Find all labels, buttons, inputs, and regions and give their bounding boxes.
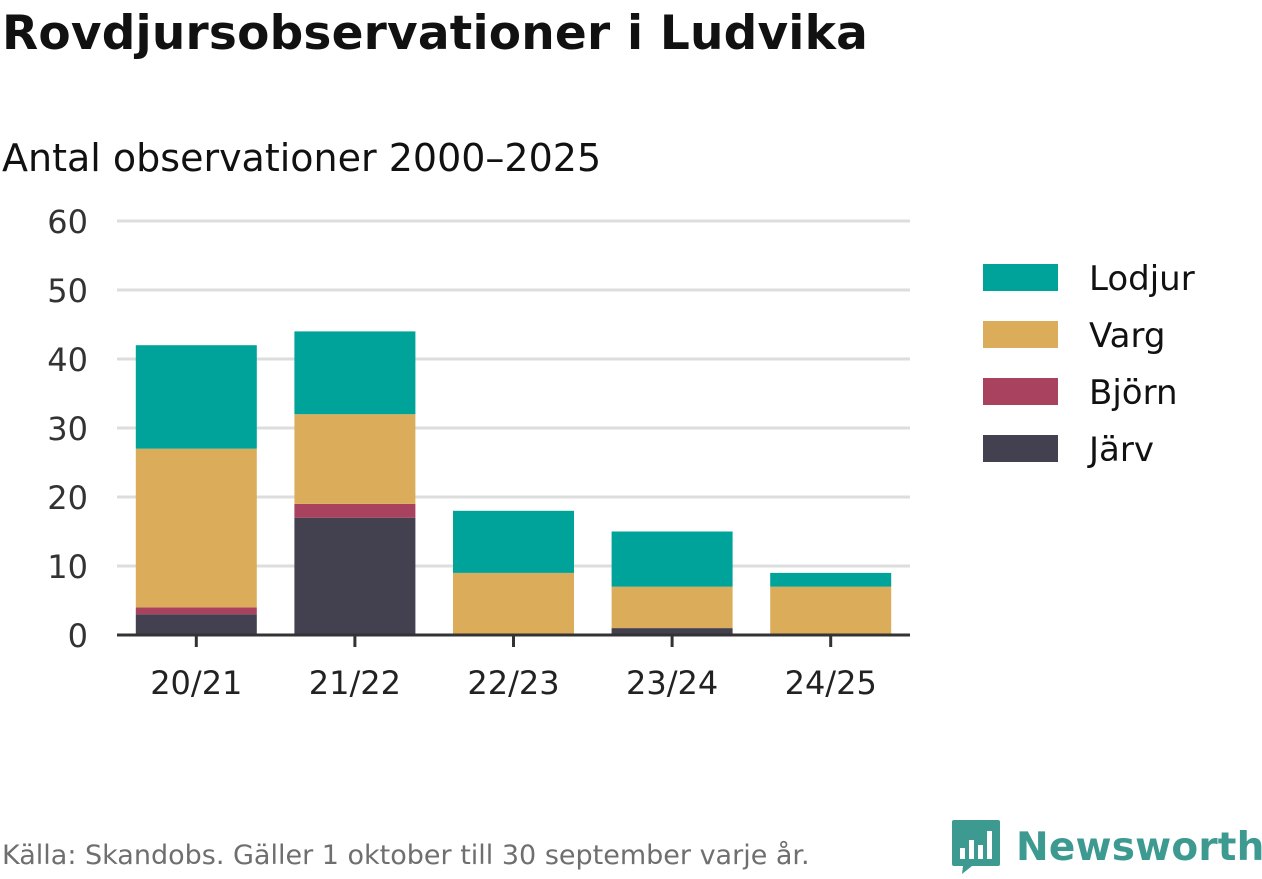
x-tick-label-24-25: 24/25: [785, 664, 877, 702]
bar-23-24-varg: [611, 586, 733, 629]
bar-20-21-järv: [135, 614, 257, 635]
legend-swatch-järv: [983, 435, 1058, 462]
y-tick-label-30: 30: [47, 410, 88, 448]
legend-label-järv: Järv: [1087, 430, 1154, 470]
bar-21-22-järv: [294, 517, 416, 635]
x-tick-label-23-24: 23/24: [626, 664, 718, 702]
legend-swatch-varg: [983, 321, 1058, 348]
y-tick-label-50: 50: [47, 272, 88, 310]
legend: Lodjur Varg Björn Järv: [983, 259, 1195, 470]
y-tick-label-40: 40: [47, 341, 88, 379]
bars: [135, 331, 892, 635]
x-tick-label-22-23: 22/23: [467, 664, 559, 702]
legend-swatch-lodjur: [983, 264, 1058, 291]
bar-21-22-varg: [294, 414, 416, 504]
y-axis-ticks: 0 10 20 30 40 50 60: [47, 203, 88, 655]
legend-swatch-björn: [983, 378, 1058, 405]
bar-chart-logo-icon: [952, 820, 1000, 874]
bar-23-24-lodjur: [611, 531, 733, 587]
legend-label-lodjur: Lodjur: [1089, 259, 1195, 299]
bar-24-25-lodjur: [770, 572, 892, 587]
source-note: Källa: Skandobs. Gäller 1 oktober till 3…: [2, 840, 810, 871]
y-tick-label-0: 0: [68, 617, 88, 655]
y-tick-label-60: 60: [47, 203, 88, 241]
x-tick-label-20-21: 20/21: [150, 664, 242, 702]
chart-subtitle: Antal observationer 2000–2025: [2, 136, 602, 180]
x-axis: 20/21 21/22 22/23 23/24 24/25: [117, 633, 910, 702]
bar-20-21-varg: [135, 448, 257, 608]
bar-22-23-varg: [453, 572, 574, 635]
legend-label-varg: Varg: [1089, 316, 1165, 356]
brand-logo: Newsworthy: [950, 818, 1262, 876]
bar-24-25-varg: [770, 586, 892, 635]
bar-21-22-lodjur: [294, 331, 416, 415]
chart-title: Rovdjursobservationer i Ludvika: [2, 6, 868, 61]
bar-22-23-lodjur: [453, 510, 574, 573]
bar-20-21-lodjur: [135, 345, 257, 449]
brand-name: Newsworthy: [1016, 824, 1262, 870]
bar-21-22-björn: [294, 503, 416, 518]
bar-23-24-järv: [611, 628, 733, 635]
y-tick-label-20: 20: [47, 479, 88, 517]
legend-label-björn: Björn: [1089, 373, 1178, 413]
y-tick-label-10: 10: [47, 548, 88, 586]
x-tick-label-21-22: 21/22: [309, 664, 401, 702]
bar-20-21-björn: [135, 607, 257, 615]
